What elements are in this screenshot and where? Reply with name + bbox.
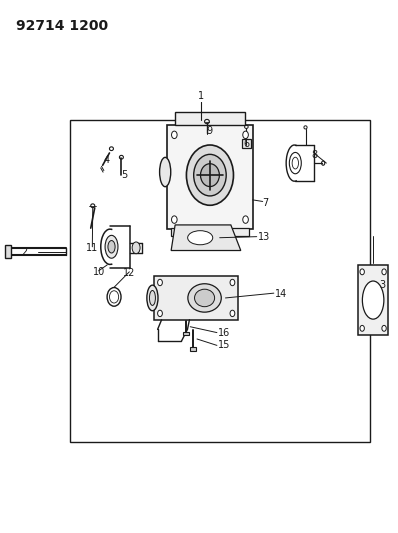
Bar	[183, 332, 189, 335]
Text: 8: 8	[311, 150, 318, 159]
Text: 9: 9	[206, 126, 212, 135]
Text: 1: 1	[198, 91, 204, 101]
Text: 3: 3	[379, 280, 385, 290]
Ellipse shape	[194, 155, 226, 196]
Ellipse shape	[382, 269, 386, 274]
Text: 11: 11	[86, 243, 98, 253]
Ellipse shape	[160, 157, 171, 187]
Text: 13: 13	[258, 232, 270, 242]
Text: 14: 14	[275, 289, 287, 299]
Ellipse shape	[187, 231, 213, 245]
Ellipse shape	[382, 325, 386, 331]
Ellipse shape	[362, 281, 384, 319]
Ellipse shape	[149, 290, 155, 305]
Polygon shape	[171, 225, 241, 251]
Ellipse shape	[201, 164, 219, 187]
Text: 5: 5	[121, 170, 127, 180]
Text: 10: 10	[93, 267, 105, 277]
Text: 2: 2	[21, 247, 28, 256]
Ellipse shape	[243, 131, 248, 139]
Bar	[5, 245, 11, 258]
Bar	[154, 276, 238, 320]
Bar	[190, 347, 196, 351]
Ellipse shape	[172, 216, 177, 223]
Ellipse shape	[172, 131, 177, 139]
Ellipse shape	[188, 284, 221, 312]
Ellipse shape	[360, 325, 365, 331]
Bar	[358, 265, 388, 335]
Bar	[175, 112, 245, 125]
Ellipse shape	[243, 216, 248, 223]
Ellipse shape	[158, 310, 162, 317]
Text: 6: 6	[243, 139, 249, 149]
Ellipse shape	[158, 279, 162, 286]
Text: 7: 7	[263, 198, 269, 207]
Bar	[242, 139, 251, 148]
Bar	[167, 125, 253, 229]
Ellipse shape	[230, 279, 235, 286]
Ellipse shape	[186, 145, 234, 205]
Text: 92714 1200: 92714 1200	[16, 19, 108, 33]
Text: 16: 16	[218, 328, 230, 338]
Bar	[171, 228, 249, 236]
Text: 4: 4	[103, 155, 110, 165]
Ellipse shape	[230, 310, 235, 317]
Text: 15: 15	[218, 341, 230, 350]
Text: 12: 12	[123, 268, 136, 278]
Ellipse shape	[195, 289, 215, 306]
Ellipse shape	[105, 236, 118, 258]
Ellipse shape	[108, 240, 115, 253]
Ellipse shape	[147, 285, 158, 311]
Ellipse shape	[360, 269, 365, 274]
Ellipse shape	[132, 242, 140, 254]
Bar	[70, 120, 370, 442]
